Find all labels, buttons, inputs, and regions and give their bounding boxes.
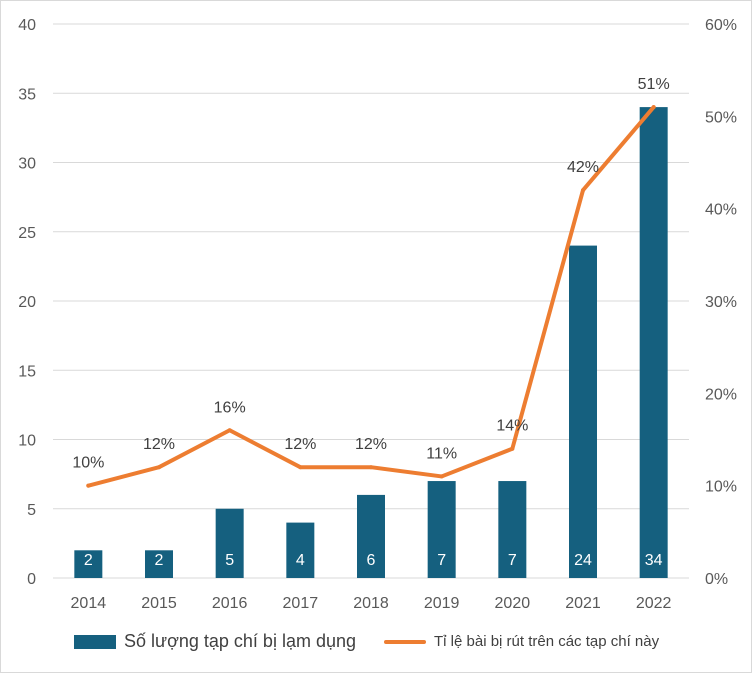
legend-line-swatch (384, 639, 426, 644)
bar-data-label: 7 (437, 552, 446, 569)
y-left-tick-label: 15 (18, 363, 36, 380)
bar-data-label: 4 (296, 552, 305, 569)
line-point (439, 474, 444, 479)
line-data-label: 12% (355, 436, 387, 453)
x-tick-label: 2021 (565, 595, 601, 612)
bar-data-label: 7 (508, 552, 517, 569)
line-point (510, 446, 515, 451)
bar-data-label: 5 (225, 552, 234, 569)
y-left-tick-label: 10 (18, 433, 36, 450)
line-data-label: 12% (143, 436, 175, 453)
line-point (651, 105, 656, 110)
line-point (369, 465, 373, 470)
bar (357, 494, 385, 578)
x-tick-label: 2014 (71, 595, 107, 612)
line-data-label: 11% (426, 445, 457, 462)
legend-bar-label: Số lượng tạp chí bị lạm dụng (124, 631, 356, 651)
x-tick-label: 2017 (283, 595, 319, 612)
bar (74, 550, 103, 578)
line-point (581, 188, 585, 193)
y-right-tick-label: 0% (705, 571, 728, 588)
legend-item-bar: Số lượng tạp chí bị lạm dụng (74, 631, 356, 652)
legend-item-line: Tỉ lệ bài bị rút trên các tạp chí này (384, 633, 659, 650)
y-left-tick-label: 30 (18, 156, 36, 173)
bar (639, 107, 668, 578)
x-tick-label: 2020 (495, 595, 531, 612)
y-left-tick-label: 35 (18, 86, 36, 103)
line-data-label: 14% (496, 418, 528, 435)
bar-data-label: 6 (367, 552, 376, 569)
line-data-label: 10% (72, 455, 104, 472)
bar (215, 508, 244, 578)
bar (498, 481, 527, 578)
y-left-tick-label: 40 (18, 17, 36, 34)
bar-data-label: 24 (574, 552, 592, 569)
y-right-tick-label: 50% (705, 109, 737, 126)
line-point (86, 483, 91, 488)
bar (427, 481, 456, 578)
line-data-label: 51% (638, 76, 670, 93)
y-left-tick-label: 0 (27, 571, 36, 588)
bar-data-label: 2 (155, 552, 164, 569)
legend-bar-swatch (74, 634, 116, 649)
line-point (227, 428, 232, 433)
bar (286, 522, 315, 578)
chart-legend: Số lượng tạp chí bị lạm dụng Tỉ lệ bài b… (74, 631, 687, 652)
x-tick-label: 2019 (424, 595, 460, 612)
x-tick-label: 2022 (636, 595, 672, 612)
x-tick-label: 2015 (141, 595, 177, 612)
legend-line-label: Tỉ lệ bài bị rút trên các tạp chí này (434, 633, 660, 650)
x-tick-label: 2016 (212, 595, 248, 612)
bar (569, 245, 597, 578)
bar (145, 550, 173, 578)
x-tick-label: 2018 (353, 595, 389, 612)
line-point (298, 465, 303, 470)
y-left-tick-label: 5 (27, 502, 36, 519)
line-data-label: 16% (214, 399, 246, 416)
y-right-tick-label: 30% (705, 294, 737, 311)
y-right-tick-label: 20% (705, 386, 737, 403)
line-data-label: 12% (284, 436, 316, 453)
bar-data-label: 2 (84, 552, 93, 569)
y-right-tick-label: 60% (705, 17, 737, 34)
y-right-tick-label: 10% (705, 479, 737, 496)
line-data-label: 42% (567, 159, 599, 176)
bar-data-label: 34 (645, 552, 663, 569)
y-left-tick-label: 20 (18, 294, 36, 311)
y-right-tick-label: 40% (705, 202, 737, 219)
line-point (157, 465, 161, 470)
y-left-tick-label: 25 (18, 225, 36, 242)
